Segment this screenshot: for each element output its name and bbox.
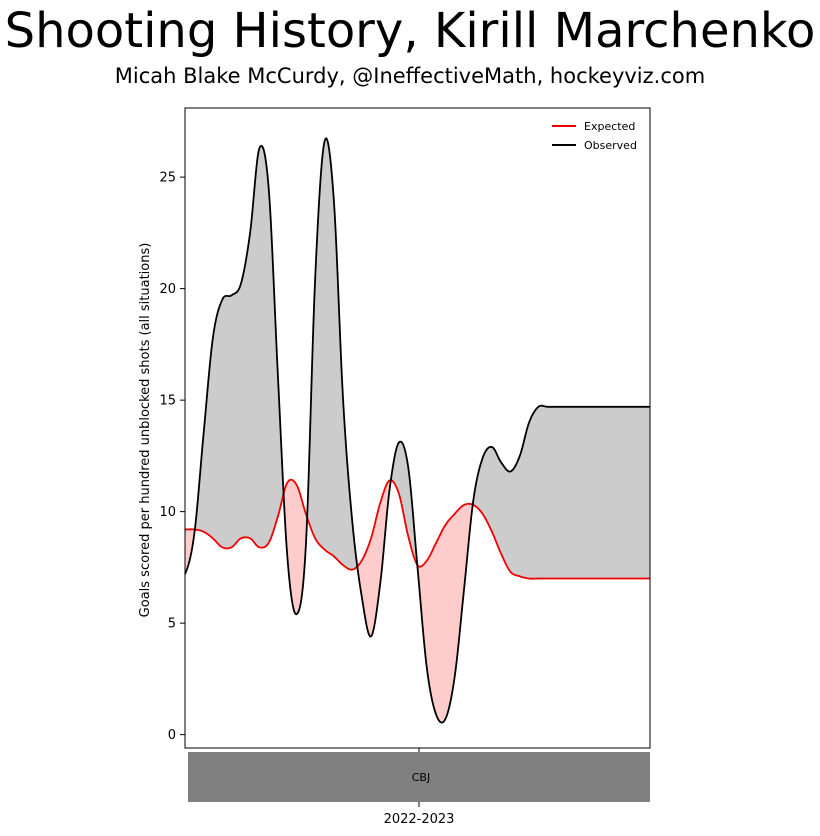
difference-fills <box>184 137 651 724</box>
y-tick-label: 15 <box>159 394 176 409</box>
y-tick-label: 10 <box>159 505 176 520</box>
y-tick-label: 20 <box>159 282 176 297</box>
y-tick-label: 25 <box>159 171 176 186</box>
chart-subtitle: Micah Blake McCurdy, @IneffectiveMath, h… <box>114 64 706 88</box>
legend-label-observed: Observed <box>584 139 637 152</box>
chart-title: Shooting History, Kirill Marchenko <box>4 3 816 59</box>
plot-frame <box>184 107 651 749</box>
y-tick-label: 0 <box>168 728 176 743</box>
y-tick-label: 5 <box>168 617 176 632</box>
season-label: 2022-2023 <box>384 812 455 827</box>
y-axis-label: Goals scored per hundred unblocked shots… <box>138 243 153 618</box>
y-axis: 0 5 10 15 20 25 <box>159 171 185 743</box>
team-band-label: CBJ <box>412 771 430 784</box>
series-line-observed <box>184 137 650 724</box>
legend: Expected Observed <box>552 120 637 152</box>
legend-label-expected: Expected <box>584 120 635 133</box>
team-band <box>188 752 650 802</box>
